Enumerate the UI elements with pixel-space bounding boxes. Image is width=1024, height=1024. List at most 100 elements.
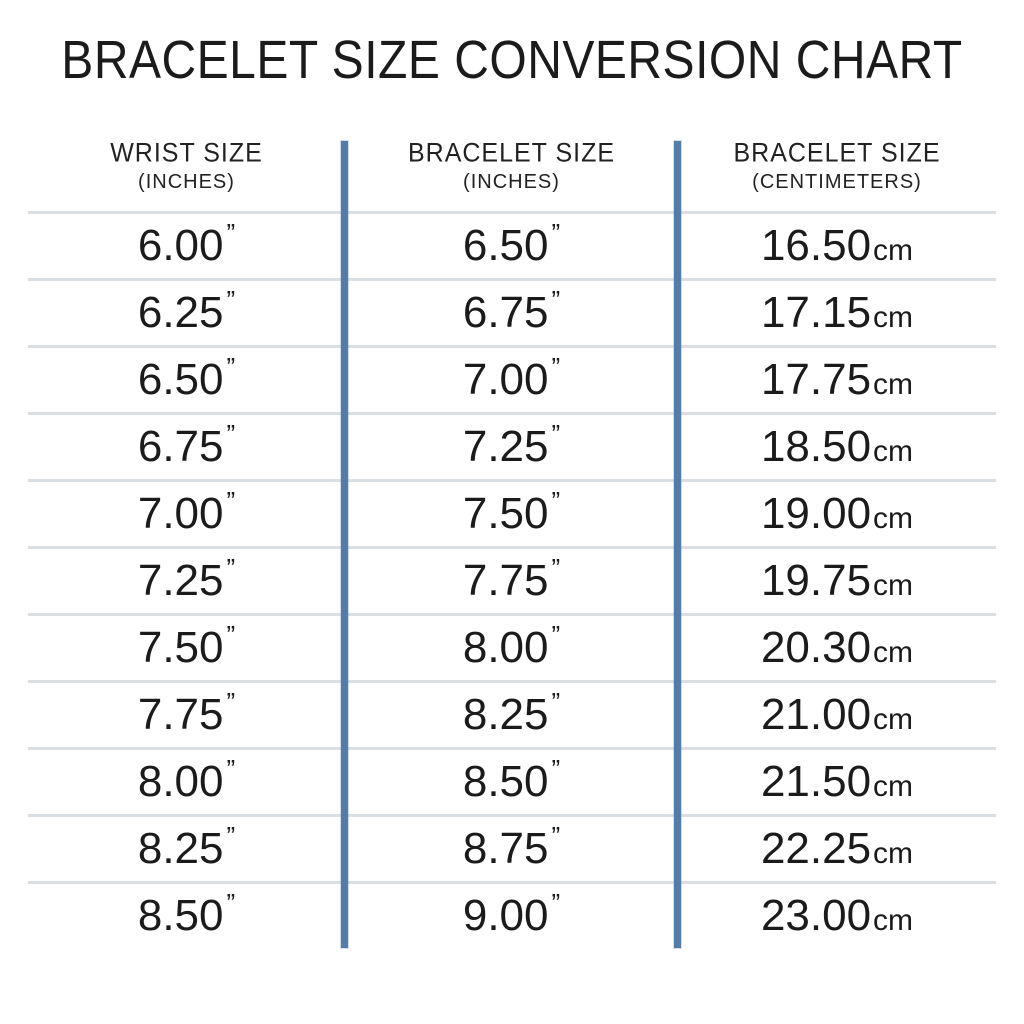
table-row: 6.75” 7.25” 18.50 cm: [28, 412, 996, 479]
bracelet-size-cm-cell: 17.15 cm: [678, 281, 996, 345]
bracelet-size-in-value: 9.00: [462, 891, 549, 940]
bracelet-size-cm-value: 16.50: [760, 221, 872, 270]
inch-mark: ”: [551, 619, 561, 650]
table-header-row: WRIST SIZE (INCHES) BRACELET SIZE (INCHE…: [28, 133, 996, 211]
inch-mark: ”: [226, 552, 236, 583]
wrist-size-value: 6.50: [137, 355, 224, 404]
bracelet-size-in-value: 7.25: [462, 422, 549, 471]
wrist-size-cell: 6.00”: [28, 214, 345, 278]
bracelet-size-in-value: 7.75: [462, 556, 549, 605]
bracelet-size-cm-cell: 19.75 cm: [678, 549, 996, 613]
table-row: 7.00” 7.50” 19.00 cm: [28, 479, 996, 546]
header-wrist-size: WRIST SIZE (INCHES): [28, 133, 345, 194]
bracelet-size-in-value: 8.50: [462, 757, 549, 806]
header-label: WRIST SIZE: [110, 137, 263, 169]
inch-mark: ”: [226, 820, 236, 851]
inch-mark: ”: [226, 619, 236, 650]
bracelet-size-cm-cell: 23.00 cm: [678, 884, 996, 948]
wrist-size-value: 7.75: [137, 690, 224, 739]
inch-mark: ”: [226, 284, 236, 315]
column-divider-left: [341, 141, 348, 948]
bracelet-size-in-cell: 7.75”: [345, 549, 678, 613]
bracelet-size-cm-value: 20.30: [760, 623, 872, 672]
bracelet-size-in-value: 8.25: [462, 690, 549, 739]
inch-mark: ”: [226, 686, 236, 717]
bracelet-size-cm-value: 17.75: [760, 355, 872, 404]
bracelet-size-cm-cell: 20.30 cm: [678, 616, 996, 680]
wrist-size-value: 6.00: [137, 221, 224, 270]
inch-mark: ”: [226, 485, 236, 516]
table-row: 7.50” 8.00” 20.30 cm: [28, 613, 996, 680]
bracelet-size-cm-value: 19.75: [760, 556, 872, 605]
bracelet-size-cm-cell: 21.00 cm: [678, 683, 996, 747]
wrist-size-cell: 7.50”: [28, 616, 345, 680]
bracelet-size-cm-value: 21.00: [760, 690, 872, 739]
column-divider-right: [674, 141, 681, 948]
header-unit-label: (INCHES): [463, 171, 560, 193]
inch-mark: ”: [551, 485, 561, 516]
inch-mark: ”: [226, 418, 236, 449]
table-row: 7.75” 8.25” 21.00 cm: [28, 680, 996, 747]
inch-mark: ”: [551, 418, 561, 449]
header-label: BRACELET SIZE: [407, 137, 616, 169]
inch-mark: ”: [551, 820, 561, 851]
bracelet-size-cm-value: 21.50: [760, 757, 872, 806]
bracelet-size-in-cell: 8.00”: [345, 616, 678, 680]
header-unit-label: (INCHES): [138, 171, 235, 193]
wrist-size-value: 7.00: [137, 489, 224, 538]
inch-mark: ”: [226, 887, 236, 918]
header-bracelet-size-cm: BRACELET SIZE (CENTIMETERS): [678, 133, 996, 194]
wrist-size-cell: 7.75”: [28, 683, 345, 747]
wrist-size-value: 7.25: [137, 556, 224, 605]
inch-mark: ”: [551, 351, 561, 382]
table-row: 6.25” 6.75” 17.15 cm: [28, 278, 996, 345]
bracelet-size-cm-cell: 18.50 cm: [678, 415, 996, 479]
cm-unit: cm: [873, 435, 914, 468]
cm-unit: cm: [873, 569, 914, 602]
bracelet-size-cm-value: 19.00: [760, 489, 872, 538]
wrist-size-value: 6.25: [137, 288, 224, 337]
cm-unit: cm: [873, 636, 914, 669]
wrist-size-value: 8.50: [137, 891, 224, 940]
wrist-size-value: 8.00: [137, 757, 224, 806]
bracelet-size-in-cell: 6.50”: [345, 214, 678, 278]
bracelet-size-in-cell: 8.75”: [345, 817, 678, 881]
conversion-table: WRIST SIZE (INCHES) BRACELET SIZE (INCHE…: [28, 133, 996, 948]
table-row: 8.00” 8.50” 21.50 cm: [28, 747, 996, 814]
bracelet-size-cm-value: 18.50: [760, 422, 872, 471]
header-label: BRACELET SIZE: [733, 137, 941, 169]
inch-mark: ”: [551, 284, 561, 315]
wrist-size-value: 6.75: [137, 422, 224, 471]
bracelet-size-in-value: 8.00: [462, 623, 549, 672]
wrist-size-cell: 6.75”: [28, 415, 345, 479]
header-bracelet-size-inches: BRACELET SIZE (INCHES): [345, 133, 678, 194]
inch-mark: ”: [226, 351, 236, 382]
table-row: 8.50” 9.00” 23.00 cm: [28, 881, 996, 948]
table-row: 6.50” 7.00” 17.75 cm: [28, 345, 996, 412]
bracelet-size-in-value: 7.50: [462, 489, 549, 538]
cm-unit: cm: [873, 904, 914, 937]
cm-unit: cm: [873, 770, 914, 803]
bracelet-size-in-cell: 8.25”: [345, 683, 678, 747]
bracelet-size-cm-value: 23.00: [760, 891, 872, 940]
bracelet-size-in-cell: 7.25”: [345, 415, 678, 479]
bracelet-size-in-cell: 7.50”: [345, 482, 678, 546]
table-row: 8.25” 8.75” 22.25 cm: [28, 814, 996, 881]
inch-mark: ”: [551, 552, 561, 583]
inch-mark: ”: [226, 753, 236, 784]
bracelet-size-in-cell: 9.00”: [345, 884, 678, 948]
table-row: 6.00” 6.50” 16.50 cm: [28, 211, 996, 278]
cm-unit: cm: [873, 837, 914, 870]
bracelet-size-cm-value: 22.25: [760, 824, 872, 873]
bracelet-size-cm-cell: 19.00 cm: [678, 482, 996, 546]
bracelet-size-in-value: 6.50: [462, 221, 549, 270]
inch-mark: ”: [551, 753, 561, 784]
bracelet-size-cm-cell: 16.50 cm: [678, 214, 996, 278]
wrist-size-cell: 8.25”: [28, 817, 345, 881]
bracelet-size-in-cell: 6.75”: [345, 281, 678, 345]
cm-unit: cm: [873, 301, 914, 334]
bracelet-size-cm-value: 17.15: [760, 288, 872, 337]
wrist-size-cell: 8.00”: [28, 750, 345, 814]
bracelet-size-cm-cell: 21.50 cm: [678, 750, 996, 814]
